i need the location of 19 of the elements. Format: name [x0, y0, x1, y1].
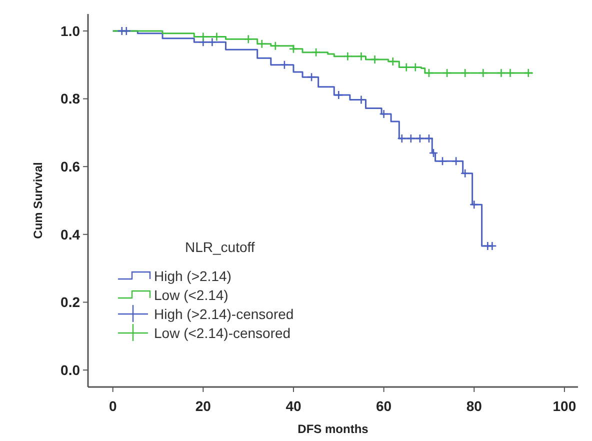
- y-tick-label: 0.8: [60, 90, 80, 107]
- x-axis-title: DFS months: [298, 422, 369, 436]
- x-tick-label: 0: [108, 398, 117, 414]
- legend-title: NLR_cutoff: [185, 239, 255, 255]
- x-tick-label: 100: [552, 398, 576, 414]
- y-axis-title: Cum Survival: [31, 162, 45, 239]
- legend-label: Low (<2.14)-censored: [154, 325, 291, 341]
- y-tick-label: 0.6: [60, 158, 80, 174]
- legend-label: High (>2.14): [154, 268, 232, 284]
- y-tick-label: 0.4: [60, 226, 80, 242]
- x-tick-label: 20: [195, 398, 212, 414]
- legend-label: High (>2.14)-censored: [154, 306, 294, 322]
- x-tick-label: 60: [376, 398, 392, 414]
- y-tick-label: 0.2: [60, 294, 80, 310]
- y-tick-label: 0.0: [60, 362, 80, 378]
- y-tick-label: 1.0: [60, 22, 80, 39]
- legend-label: Low (<2.14): [154, 287, 228, 303]
- x-tick-label: 80: [466, 398, 482, 414]
- x-tick-label: 40: [286, 398, 302, 414]
